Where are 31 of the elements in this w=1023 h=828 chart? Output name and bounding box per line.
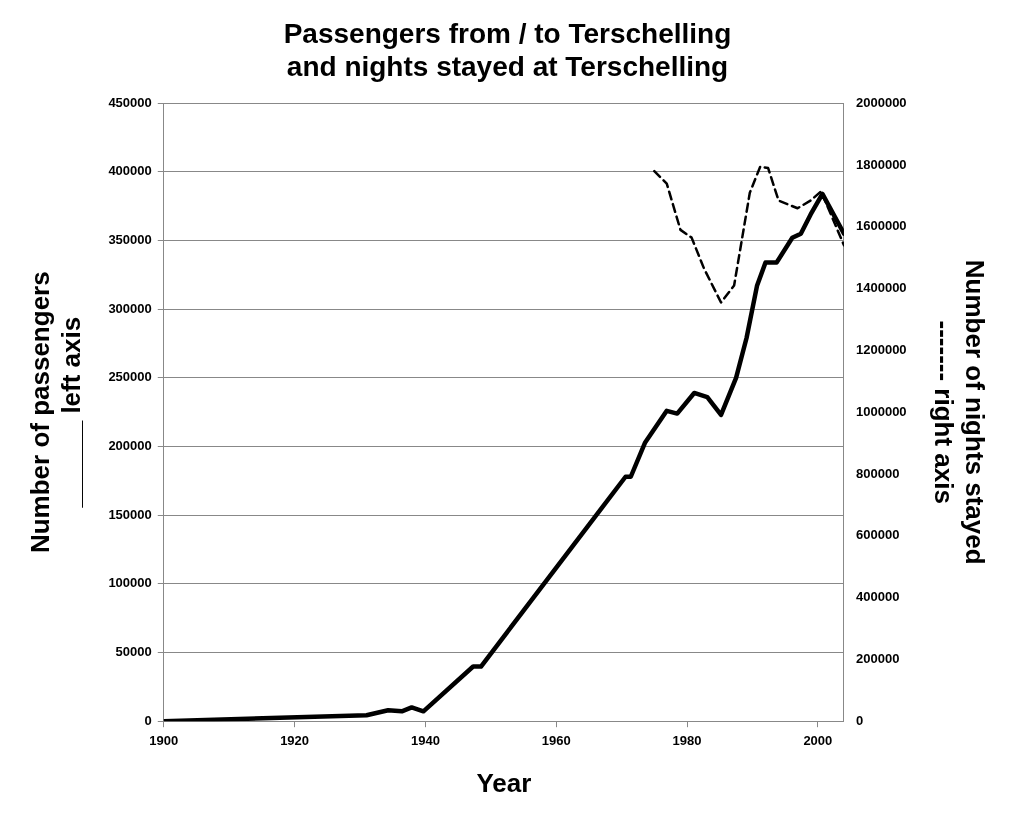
y-tick-label: 400000 xyxy=(108,163,152,179)
y-tick-label: 450000 xyxy=(108,94,152,110)
x-tick-label: 1980 xyxy=(672,732,702,748)
y-tick-label: 100000 xyxy=(108,575,152,591)
y2-tick-label: 800000 xyxy=(855,465,900,481)
y-tick-label: 0 xyxy=(144,712,152,728)
x-tick-label: 1920 xyxy=(280,732,310,748)
y-tick-label: 200000 xyxy=(108,438,152,454)
y-tick-label: 150000 xyxy=(108,506,152,522)
y2-tick-label: 2000000 xyxy=(855,94,907,110)
y2-tick-label: 600000 xyxy=(855,527,900,543)
y2-tick-label: 200000 xyxy=(855,650,900,666)
chart-title: Passengers from / to Terschelling and nights stayed at Terschelling xyxy=(283,17,732,83)
x-tick-label: 1900 xyxy=(149,732,179,748)
y2-tick-label: 1400000 xyxy=(855,280,907,296)
x-axis-title: Year xyxy=(476,767,532,798)
y2-tick-label: 1800000 xyxy=(855,156,907,172)
y2-tick-label: 1200000 xyxy=(855,341,907,357)
y-tick-label: 250000 xyxy=(108,369,152,385)
y-tick-label: 350000 xyxy=(108,232,152,248)
y2-tick-label: 1000000 xyxy=(855,403,907,419)
y2-tick-label: 1600000 xyxy=(855,218,907,234)
y2-axis-title: Number of nights stayed ------- right axis xyxy=(929,259,991,565)
y-tick-label: 300000 xyxy=(108,300,152,316)
y2-tick-label: 400000 xyxy=(855,589,900,605)
y-tick-label: 50000 xyxy=(115,644,152,660)
y2-tick-label: 0 xyxy=(855,712,864,728)
x-tick-label: 1940 xyxy=(410,732,440,748)
x-tick-label: 1960 xyxy=(541,732,571,748)
y-axis-title: Number of passengers ______ left axis xyxy=(24,271,86,554)
x-tick-label: 2000 xyxy=(803,732,833,748)
